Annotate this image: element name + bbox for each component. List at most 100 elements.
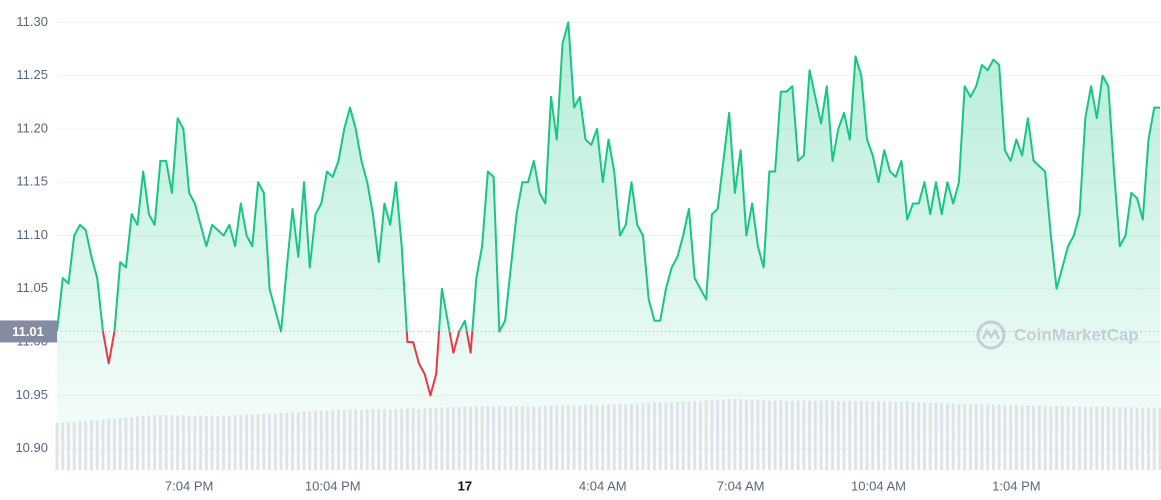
volume-bar	[153, 415, 157, 470]
baseline-label-box	[0, 320, 57, 343]
volume-bar	[773, 400, 777, 470]
volume-bar	[888, 401, 892, 470]
volume-bar	[1043, 405, 1047, 470]
y-tick-label: 10.90	[15, 440, 48, 455]
volume-bar	[716, 399, 720, 470]
volume-bar	[193, 416, 197, 470]
volume-bar	[704, 400, 708, 470]
volume-bar	[693, 401, 697, 470]
volume-bar	[1112, 407, 1116, 470]
x-tick-label: 7:04 AM	[717, 478, 765, 493]
volume-bar	[825, 400, 829, 470]
volume-bar	[457, 407, 461, 470]
volume-bar	[314, 410, 317, 470]
volume-bar	[515, 406, 519, 470]
volume-bar	[986, 404, 990, 470]
volume-bar	[440, 407, 444, 470]
volume-bar	[991, 404, 995, 470]
volume-bar	[394, 409, 398, 470]
volume-bar	[239, 415, 243, 470]
volume-bar	[354, 409, 358, 470]
x-tick-label: 7:04 PM	[165, 478, 213, 493]
volume-bar	[84, 420, 88, 470]
volume-bar	[710, 400, 714, 470]
volume-bar	[762, 400, 766, 470]
volume-bar	[997, 404, 1001, 470]
volume-bar	[1032, 405, 1036, 470]
volume-bar	[658, 402, 662, 470]
volume-bar	[1009, 405, 1013, 470]
volume-bar	[509, 406, 513, 470]
volume-bar	[848, 400, 852, 470]
volume-bar	[1095, 406, 1099, 470]
volume-bar	[469, 406, 473, 470]
volume-bar	[831, 400, 834, 470]
volume-bar	[905, 401, 909, 470]
volume-bar	[566, 405, 570, 470]
volume-bar	[371, 409, 375, 470]
volume-bar	[1141, 407, 1145, 470]
volume-bar	[676, 401, 679, 470]
volume-bar	[1066, 406, 1070, 470]
volume-bar	[279, 413, 283, 470]
volume-bar	[750, 399, 754, 470]
volume-bar	[968, 403, 972, 470]
volume-bar	[365, 409, 369, 470]
volume-bar	[90, 420, 93, 470]
volume-bar	[170, 415, 174, 470]
volume-bar	[618, 403, 622, 470]
volume-bar	[584, 404, 587, 470]
volume-bar	[601, 404, 605, 470]
volume-bar	[1124, 407, 1127, 470]
volume-bar	[135, 416, 139, 470]
volume-bar	[911, 401, 915, 470]
volume-bar	[900, 401, 903, 470]
volume-bar	[204, 416, 208, 470]
volume-bar	[256, 414, 260, 470]
volume-bar	[653, 402, 656, 470]
volume-bar	[865, 401, 869, 470]
volume-bar	[1072, 406, 1076, 470]
volume-bar	[819, 400, 823, 470]
price-line-up	[56, 21, 1160, 332]
volume-bar	[319, 410, 323, 470]
volume-bar	[113, 418, 116, 470]
y-tick-label: 11.15	[16, 174, 48, 189]
volume-bar	[670, 401, 674, 470]
volume-bar	[400, 409, 404, 470]
volume-bar	[118, 417, 122, 470]
volume-bar	[767, 400, 771, 470]
volume-bar	[480, 406, 484, 470]
volume-bar	[957, 403, 961, 470]
volume-bar	[72, 421, 76, 470]
volume-bar	[296, 411, 300, 470]
volume-bar	[871, 401, 875, 470]
volume-bar	[635, 403, 639, 470]
y-tick-label: 11.10	[16, 227, 48, 242]
volume-bar	[199, 415, 203, 470]
volume-bar	[1152, 407, 1156, 470]
volume-bar	[503, 406, 507, 470]
volume-bar	[1055, 406, 1059, 470]
volume-bar	[1083, 406, 1087, 470]
volume-bar	[383, 409, 386, 470]
x-tick-label: 1:04 PM	[992, 478, 1040, 493]
volume-bar	[733, 399, 737, 470]
volume-bar	[302, 411, 306, 470]
volume-bar	[1118, 407, 1122, 470]
volume-bar	[405, 408, 409, 470]
volume-bar	[337, 409, 340, 470]
volume-bar	[963, 403, 967, 470]
volume-bar	[141, 416, 145, 470]
y-tick-label: 11.20	[16, 120, 48, 135]
volume-bar	[595, 405, 599, 470]
volume-bar	[934, 402, 938, 470]
y-tick-label: 10.95	[15, 387, 48, 402]
volume-bar	[1020, 405, 1024, 470]
volume-bar	[589, 404, 593, 470]
watermark-text: CoinMarketCap	[1014, 325, 1139, 344]
volume-bar	[785, 401, 789, 470]
volume-bar	[802, 400, 806, 470]
volume-bar	[630, 403, 633, 470]
